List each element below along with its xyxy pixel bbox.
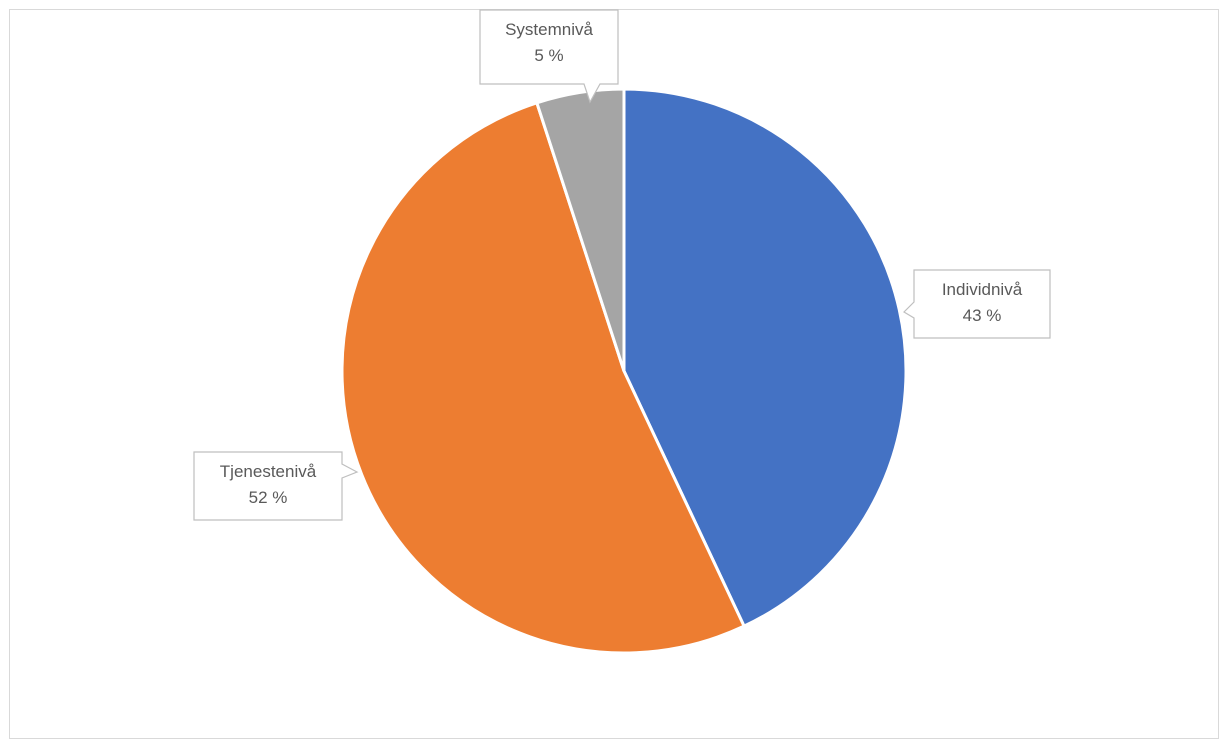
pie-chart: Individnivå 43 % Tjenestenivå 52 % Systemniv… [193, 9, 1051, 655]
category-label: Individnivå [942, 280, 1023, 299]
pie-slice-individnivå [622, 87, 908, 628]
data-label-systemnivå: Systemnivå 5 % [479, 9, 619, 104]
percentage-label: 43 % [963, 306, 1002, 325]
percentage-label: 52 % [249, 488, 288, 507]
percentage-label: 5 % [534, 46, 563, 65]
category-label: Tjenestenivå [220, 462, 317, 481]
callout-box [479, 9, 619, 104]
pie-slice-tjenestenivå [340, 101, 746, 655]
pie-slice-systemnivå [535, 87, 626, 373]
data-label-tjenestenivå: Tjenestenivå 52 % [193, 451, 359, 521]
category-label: Systemnivå [505, 20, 593, 39]
callout-box [903, 269, 1051, 339]
data-label-callouts: Individnivå 43 % Tjenestenivå 52 % Systemniv… [193, 9, 1051, 521]
callout-box [193, 451, 359, 521]
pie-slices [340, 87, 908, 655]
data-label-individnivå: Individnivå 43 % [903, 269, 1051, 339]
